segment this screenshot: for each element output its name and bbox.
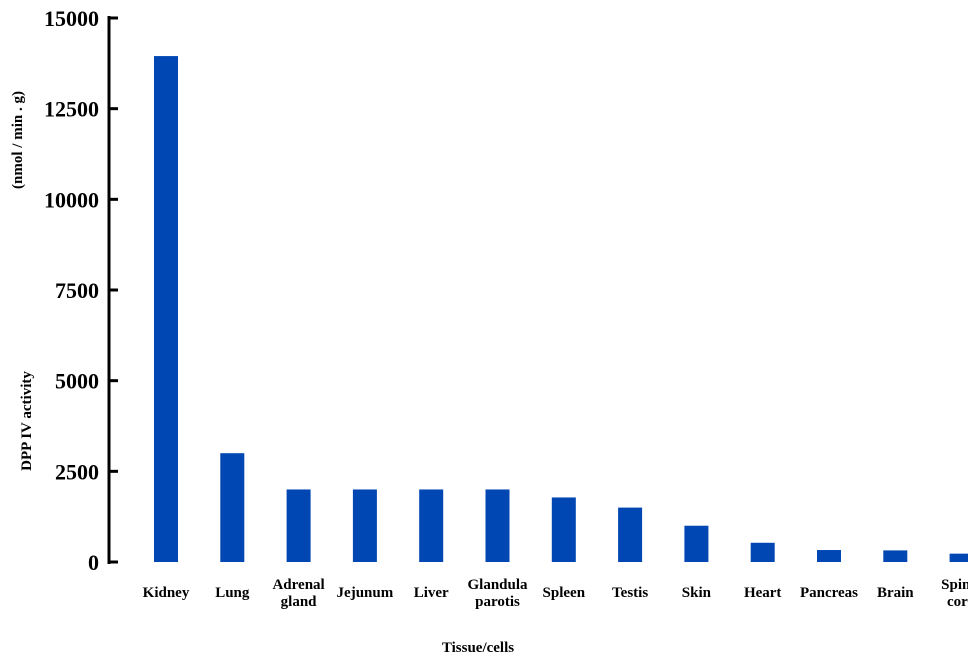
bar-testis xyxy=(618,507,643,562)
y-tick-label: 15000 xyxy=(44,6,99,31)
y-tick-label: 5000 xyxy=(55,369,99,394)
x-tick-label-line: Jejunum xyxy=(337,585,394,601)
bar-heart xyxy=(750,542,775,562)
x-tick-label: Spleen xyxy=(543,585,586,601)
x-tick-label: Jejunum xyxy=(337,585,394,601)
x-tick-label-line: Kidney xyxy=(143,585,190,601)
y-tick-label: 0 xyxy=(88,550,99,575)
x-tick-label: Brain xyxy=(877,585,914,601)
x-tick-label: Testis xyxy=(612,585,648,601)
x-tick-label-line: Adrenal xyxy=(272,577,324,593)
x-tick-label-line: Heart xyxy=(744,585,781,601)
x-tick-label-line: Lung xyxy=(215,585,250,601)
y-tick-label: 7500 xyxy=(55,278,99,303)
x-tick-label-line: Glandula xyxy=(467,577,528,593)
bar-kidney xyxy=(154,56,178,563)
x-tick-label-line: Liver xyxy=(414,585,449,601)
x-tick-label-line: Testis xyxy=(612,585,648,601)
bar-lung xyxy=(220,453,245,562)
x-axis-title: Tissue/cells xyxy=(442,640,514,656)
x-tick-label: Glandula parotis xyxy=(467,577,528,610)
x-tick-label: Liver xyxy=(414,585,449,601)
x-tick-label-line: parotis xyxy=(475,594,520,610)
x-tick-label-line: Spleen xyxy=(543,585,586,601)
bar-liver xyxy=(419,489,444,562)
x-tick-label-line: Brain xyxy=(877,585,914,601)
y-axis-label-unit: (nmol / min . g) xyxy=(10,91,26,189)
x-tick-label-line: gland xyxy=(281,594,318,610)
bar-spleen xyxy=(551,497,576,562)
bar-jejunum xyxy=(352,489,377,562)
y-axis-label-main: DPP IV activity xyxy=(19,371,35,471)
x-tick-label: Skin xyxy=(682,585,712,601)
bar-spinal xyxy=(949,553,968,562)
x-tick-label: Spinalcord xyxy=(941,577,968,610)
x-tick-label-line: cord xyxy=(947,594,968,610)
y-tick-label: 10000 xyxy=(44,187,99,212)
bar-adrenal xyxy=(286,489,311,562)
bar-pancreas xyxy=(817,550,841,562)
x-tick-label: Pancreas xyxy=(800,585,858,601)
plot-area: 0 2500 5000 7500 10000 12500 15000 Kidney Lung Ad… xyxy=(44,6,968,610)
x-tick-label-line: Spinal xyxy=(941,577,968,593)
x-tick-label: Lung xyxy=(215,585,250,601)
y-tick-label: 12500 xyxy=(44,97,99,122)
x-tick-label: Heart xyxy=(744,585,781,601)
bar-skin xyxy=(684,525,709,562)
x-tick-label-line: Pancreas xyxy=(800,585,858,601)
bar-brain xyxy=(883,550,908,562)
x-tick-label: Kidney xyxy=(143,585,190,601)
x-tick-label: Adrenal gland xyxy=(272,577,324,610)
bar-glandula xyxy=(485,489,510,562)
y-tick-label: 2500 xyxy=(55,459,99,484)
y-axis-title: DPP IV activity (nmol / min . g) xyxy=(10,91,35,471)
x-tick-label-line: Skin xyxy=(682,585,712,601)
